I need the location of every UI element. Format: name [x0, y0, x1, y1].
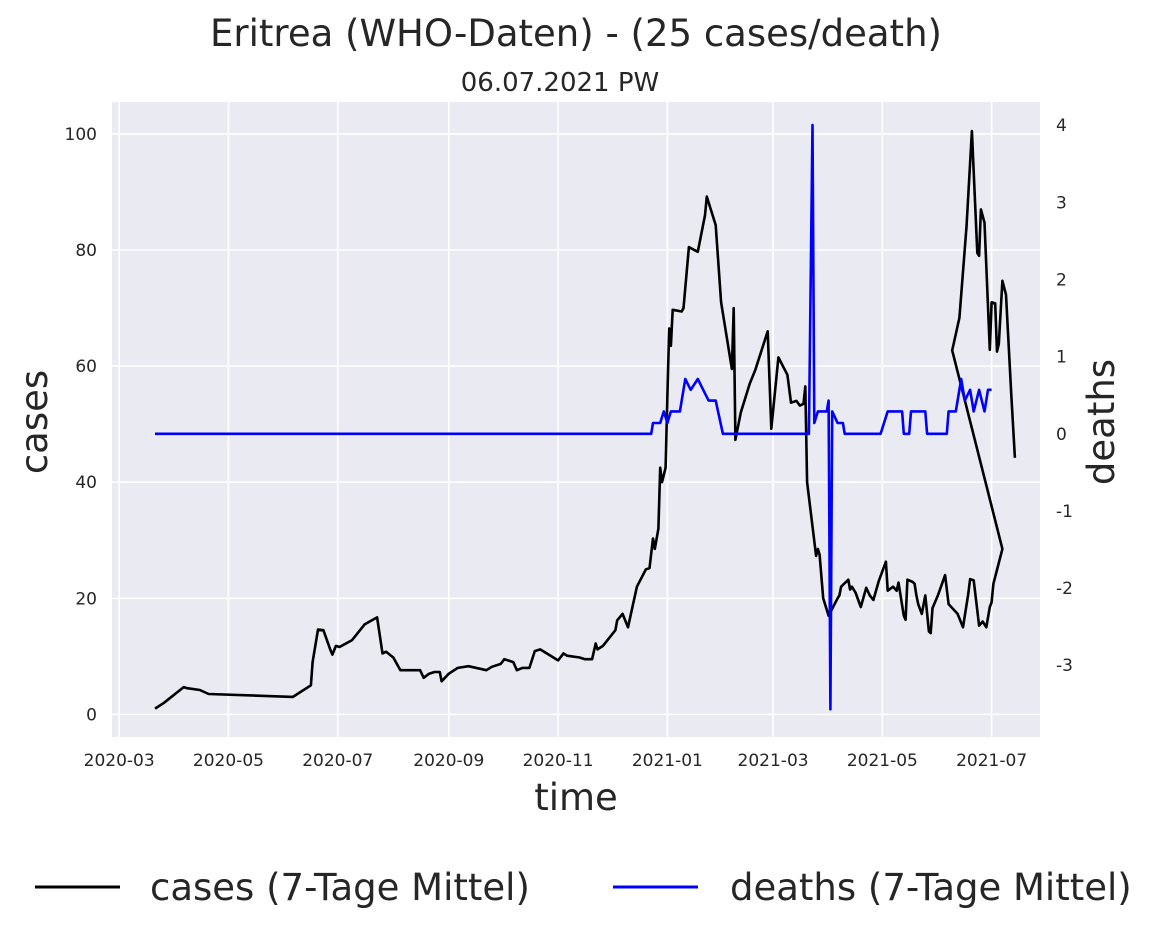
x-tick-label: 2020-11	[523, 751, 594, 771]
left-tick-label: 100	[65, 125, 97, 145]
x-tick-label: 2021-01	[632, 751, 703, 771]
deaths-line	[155, 123, 992, 711]
left-tick-label: 60	[75, 357, 97, 377]
x-axis-ticks: 2020-03 2020-05 2020-07 2020-09 2020-11 2021-…	[84, 751, 1027, 771]
chart-title: Eritrea (WHO-Daten) - (25 cases/death)	[210, 12, 942, 55]
x-tick-label: 2020-07	[302, 751, 373, 771]
plot-area	[112, 102, 1040, 737]
right-axis-ticks: -3 -2 -1 0 1 2 3 4	[1056, 116, 1073, 676]
right-tick-label: -1	[1056, 502, 1073, 522]
left-tick-label: 40	[75, 473, 97, 493]
x-tick-label: 2020-09	[413, 751, 484, 771]
legend: cases (7-Tage Mittel) deaths (7-Tage Mit…	[35, 866, 1132, 909]
right-tick-label: 2	[1056, 270, 1067, 290]
x-tick-label: 2021-03	[738, 751, 809, 771]
x-tick-label: 2021-07	[956, 751, 1027, 771]
x-tick-label: 2020-05	[193, 751, 264, 771]
right-tick-label: 4	[1056, 116, 1067, 136]
series-lines	[154, 123, 1017, 711]
chart-subtitle: 06.07.2021 PW	[461, 68, 660, 98]
cases-line	[154, 129, 1017, 710]
right-tick-label: 3	[1056, 193, 1067, 213]
x-tick-label: 2021-05	[847, 751, 918, 771]
left-tick-label: 80	[75, 241, 97, 261]
left-axis-label: cases	[13, 370, 56, 474]
right-tick-label: -3	[1056, 656, 1073, 676]
legend-deaths-label: deaths (7-Tage Mittel)	[730, 866, 1132, 909]
left-axis-ticks: 0 20 40 60 80 100	[65, 125, 97, 725]
x-tick-label: 2020-03	[84, 751, 155, 771]
right-axis-label: deaths	[1080, 359, 1123, 485]
legend-cases-label: cases (7-Tage Mittel)	[150, 866, 530, 909]
x-axis-label: time	[534, 776, 618, 819]
right-tick-label: -2	[1056, 579, 1073, 599]
left-tick-label: 0	[86, 705, 97, 725]
left-tick-label: 20	[75, 589, 97, 609]
right-tick-label: 1	[1056, 348, 1067, 368]
right-tick-label: 0	[1056, 425, 1067, 445]
